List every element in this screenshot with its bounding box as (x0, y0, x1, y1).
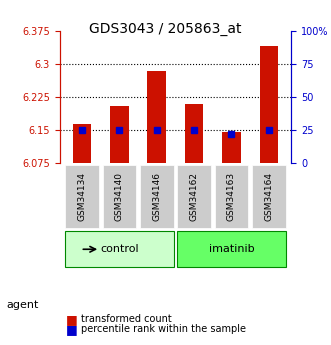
Text: GDS3043 / 205863_at: GDS3043 / 205863_at (89, 22, 242, 37)
Bar (185, 104, 204, 163)
FancyBboxPatch shape (252, 165, 286, 228)
Bar (73, 124, 91, 163)
Bar (222, 132, 241, 163)
Bar (110, 106, 129, 163)
FancyBboxPatch shape (215, 165, 248, 228)
Text: GSM34163: GSM34163 (227, 172, 236, 221)
Text: ■: ■ (66, 313, 78, 326)
FancyBboxPatch shape (177, 165, 211, 228)
Text: agent: agent (7, 300, 39, 310)
FancyBboxPatch shape (65, 231, 173, 267)
Text: imatinib: imatinib (209, 244, 254, 254)
Text: transformed count: transformed count (81, 314, 172, 324)
Text: ■: ■ (66, 323, 78, 336)
FancyBboxPatch shape (177, 231, 286, 267)
Text: GSM34164: GSM34164 (264, 172, 273, 221)
FancyBboxPatch shape (140, 165, 173, 228)
Text: percentile rank within the sample: percentile rank within the sample (81, 325, 246, 334)
FancyBboxPatch shape (65, 165, 99, 228)
Bar (147, 71, 166, 163)
Text: GSM34134: GSM34134 (77, 172, 86, 221)
Bar (260, 47, 278, 163)
Text: control: control (100, 244, 139, 254)
Text: GSM34162: GSM34162 (190, 172, 199, 221)
Text: GSM34140: GSM34140 (115, 172, 124, 221)
Text: GSM34146: GSM34146 (152, 172, 161, 221)
FancyBboxPatch shape (103, 165, 136, 228)
